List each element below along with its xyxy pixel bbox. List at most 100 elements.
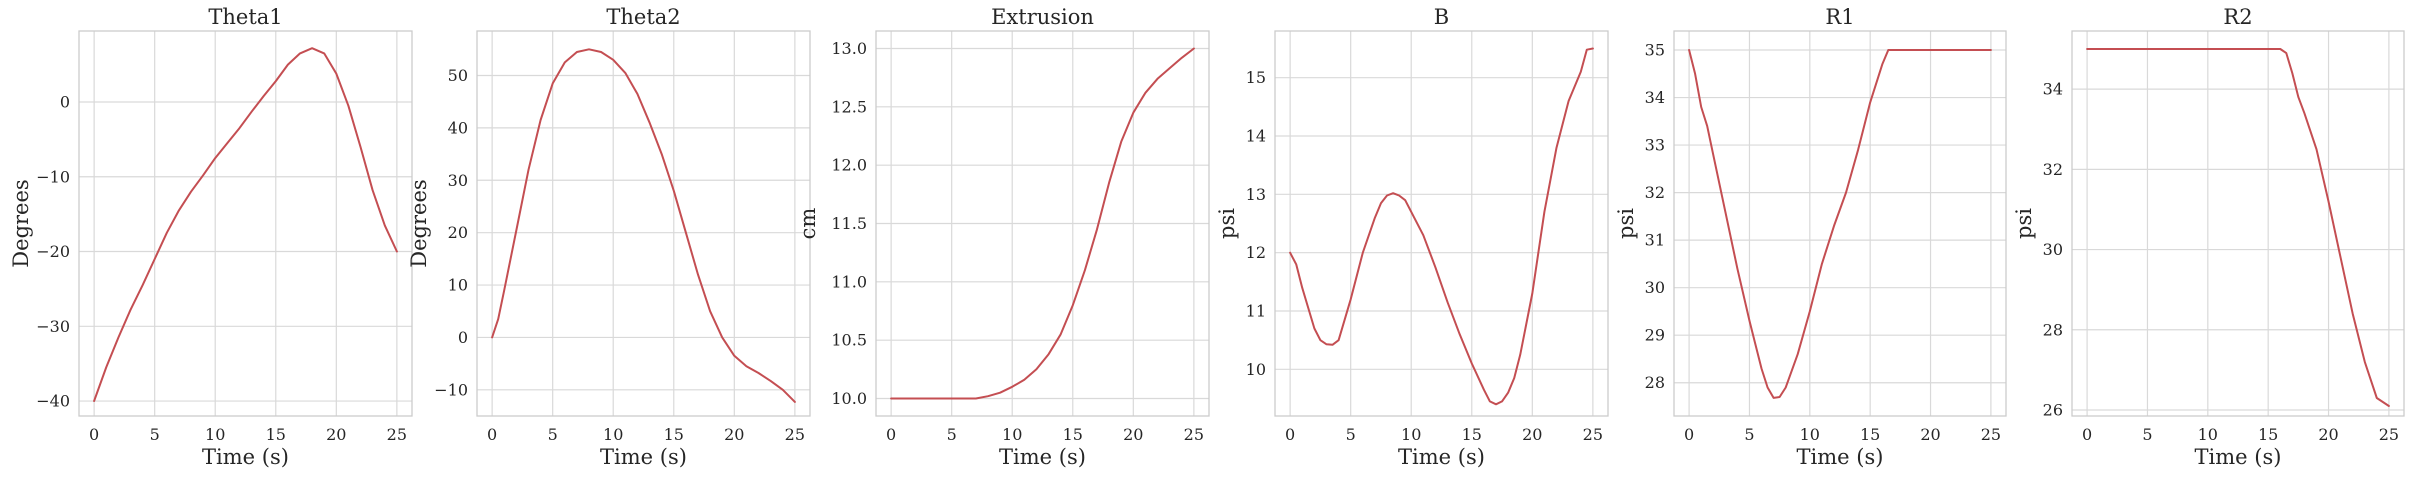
x-tick-label: 25 — [1981, 425, 2001, 444]
y-tick-label: 30 — [2043, 240, 2063, 259]
axes-frame — [1274, 30, 1609, 417]
y-tick-label: 10 — [1246, 360, 1266, 379]
panel-theta1: 0 5 10 15 20 25 −40 −30 −20 −10 0 Theta1 Time (s) Deg… — [9, 5, 413, 469]
y-tick-label: 11.5 — [831, 214, 867, 233]
x-tick-label: 5 — [150, 425, 160, 444]
chart-title: R2 — [2223, 5, 2252, 29]
y-axis-label: Degrees — [9, 179, 33, 267]
y-axis-label: psi — [1215, 208, 1239, 239]
y-tick-label: −40 — [36, 392, 70, 411]
x-tick-label: 25 — [387, 425, 407, 444]
y-tick-label: 10.0 — [831, 389, 867, 408]
series-line — [1289, 47, 1594, 406]
x-tick-label: 0 — [1285, 425, 1295, 444]
x-axis-label: Time (s) — [1797, 445, 1884, 469]
chart-title: B — [1434, 5, 1449, 29]
x-tick-label: 25 — [1184, 425, 1204, 444]
y-tick-label: −20 — [36, 242, 70, 261]
x-tick-label: 10 — [205, 425, 225, 444]
y-tick-label: 28 — [1645, 373, 1665, 392]
x-axis-label: Time (s) — [999, 445, 1086, 469]
chart-title: Theta1 — [208, 5, 282, 29]
y-tick-label: 0 — [458, 328, 468, 347]
panel-r1: 0 5 10 15 20 25 28 29 30 31 32 33 34 35 R1 Time (s) psi — [1614, 5, 2007, 469]
y-tick-label: 29 — [1645, 326, 1665, 345]
x-tick-label: 25 — [2379, 425, 2399, 444]
x-tick-label: 20 — [1920, 425, 1940, 444]
y-axis-label: cm — [796, 208, 820, 240]
x-tick-label: 0 — [1684, 425, 1694, 444]
y-tick-label: 11 — [1246, 302, 1266, 321]
axes-frame — [78, 30, 413, 417]
panel-extrusion: 0 5 10 15 20 25 10.0 10.5 11.0 11.5 12.0 12.5 13.0 Ex… — [796, 5, 1210, 469]
y-tick-label: 0 — [60, 93, 70, 112]
panel-r2: 0 5 10 15 20 25 26 28 30 32 34 R2 Time (s) psi — [2012, 5, 2405, 469]
y-tick-label: −10 — [434, 380, 468, 399]
series-line — [2086, 48, 2390, 407]
y-tick-label: 28 — [2043, 320, 2063, 339]
x-tick-label: 5 — [548, 425, 558, 444]
x-tick-label: 20 — [724, 425, 744, 444]
x-tick-label: 10 — [1800, 425, 1820, 444]
x-tick-label: 15 — [1860, 425, 1880, 444]
axes-frame — [1673, 30, 2007, 417]
y-tick-label: 12.5 — [831, 97, 867, 116]
axes-frame — [2071, 30, 2405, 417]
x-tick-label: 5 — [1744, 425, 1754, 444]
y-tick-label: 30 — [1645, 278, 1665, 297]
y-tick-label: 35 — [1645, 41, 1665, 60]
x-tick-label: 10 — [603, 425, 623, 444]
x-tick-label: 10 — [2198, 425, 2218, 444]
chart-title: Extrusion — [991, 5, 1094, 29]
x-tick-label: 15 — [1063, 425, 1083, 444]
series-line — [491, 48, 796, 403]
y-tick-label: 10.5 — [831, 331, 867, 350]
y-tick-label: 32 — [2043, 160, 2063, 179]
x-tick-label: 20 — [2318, 425, 2338, 444]
x-tick-label: 15 — [1462, 425, 1482, 444]
y-tick-label: 20 — [448, 223, 468, 242]
x-tick-label: 5 — [947, 425, 957, 444]
x-tick-label: 0 — [886, 425, 896, 444]
x-tick-label: 5 — [1346, 425, 1356, 444]
y-tick-label: 30 — [448, 171, 468, 190]
panel-b: 0 5 10 15 20 25 10 11 12 13 14 15 B Time (s) psi — [1215, 5, 1609, 469]
axes-frame — [875, 30, 1210, 417]
x-tick-label: 15 — [664, 425, 684, 444]
y-tick-label: −10 — [36, 167, 70, 186]
y-tick-label: 10 — [448, 276, 468, 295]
x-tick-label: 0 — [2082, 425, 2092, 444]
series-line — [890, 47, 1195, 400]
chart-title: R1 — [1825, 5, 1854, 29]
y-axis-label: Degrees — [407, 179, 431, 267]
y-tick-label: 32 — [1645, 183, 1665, 202]
series-line — [93, 47, 398, 402]
y-tick-label: 34 — [2043, 80, 2063, 99]
y-tick-label: 33 — [1645, 136, 1665, 155]
y-tick-label: 12 — [1246, 243, 1266, 262]
x-tick-label: 20 — [326, 425, 346, 444]
y-tick-label: −30 — [36, 317, 70, 336]
y-tick-label: 40 — [448, 118, 468, 137]
y-tick-label: 26 — [2043, 400, 2063, 419]
y-tick-label: 13.0 — [831, 39, 867, 58]
x-tick-label: 0 — [487, 425, 497, 444]
x-tick-label: 15 — [2258, 425, 2278, 444]
x-tick-label: 10 — [1002, 425, 1022, 444]
x-axis-label: Time (s) — [2195, 445, 2282, 469]
y-tick-label: 31 — [1645, 231, 1665, 250]
chart-title: Theta2 — [606, 5, 680, 29]
y-tick-label: 34 — [1645, 88, 1665, 107]
series-line — [1688, 49, 1992, 399]
x-axis-label: Time (s) — [202, 445, 289, 469]
x-tick-label: 25 — [1583, 425, 1603, 444]
axes-frame — [476, 30, 811, 417]
y-tick-label: 13 — [1246, 185, 1266, 204]
y-tick-label: 50 — [448, 66, 468, 85]
x-axis-label: Time (s) — [1398, 445, 1485, 469]
x-tick-label: 20 — [1522, 425, 1542, 444]
y-tick-label: 12.0 — [831, 156, 867, 175]
x-tick-label: 10 — [1401, 425, 1421, 444]
x-tick-label: 5 — [2142, 425, 2152, 444]
